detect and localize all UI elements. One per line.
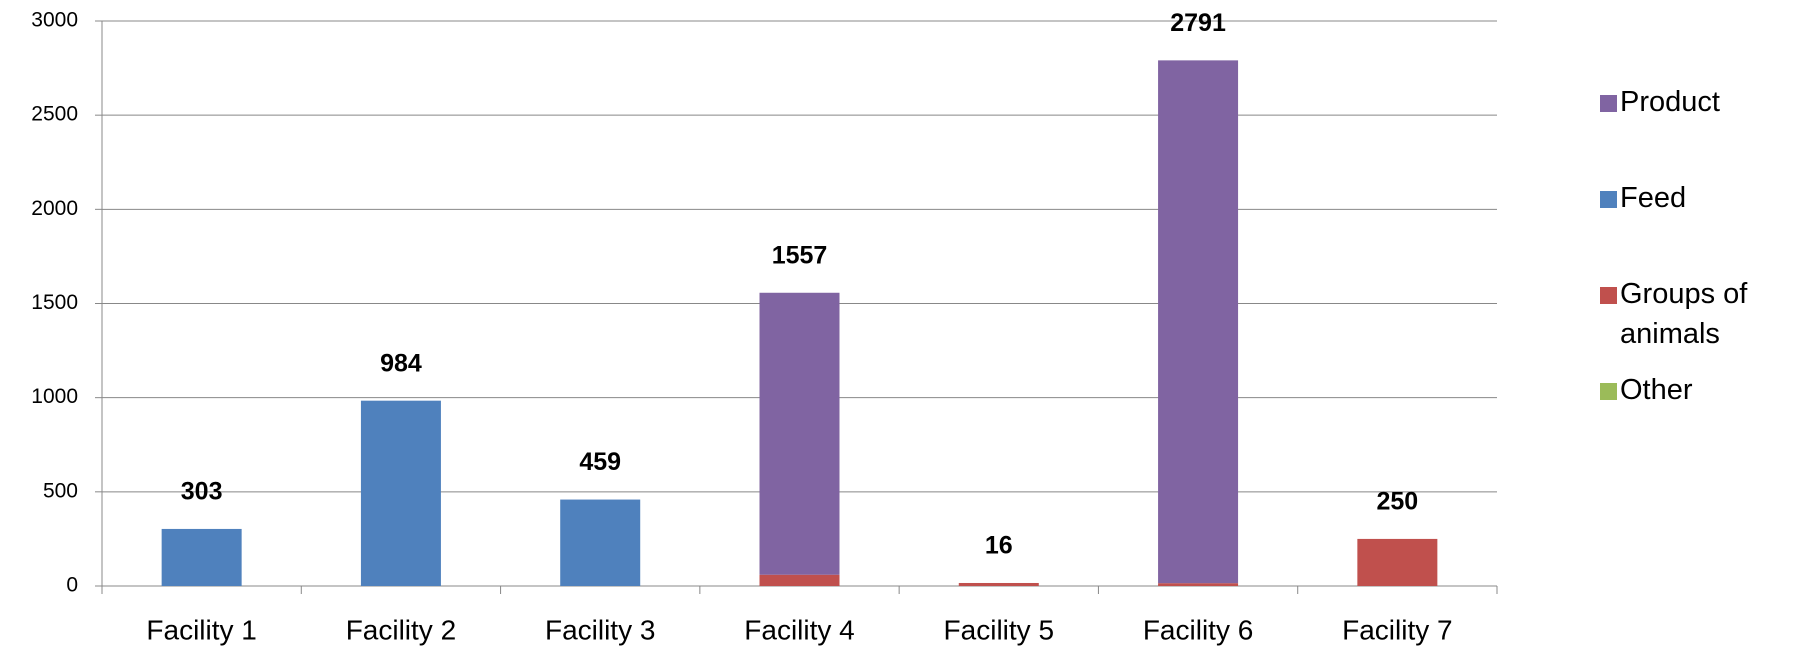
legend: Product Feed Groups of animals Other xyxy=(1600,82,1815,410)
total-label: 2791 xyxy=(1170,9,1226,37)
y-tick-label: 500 xyxy=(43,479,78,502)
legend-swatch xyxy=(1600,95,1617,112)
y-tick-label: 3000 xyxy=(31,9,78,32)
bar-segment xyxy=(759,574,840,586)
total-label: 984 xyxy=(380,349,422,377)
x-tick-label: Facility 5 xyxy=(944,614,1054,645)
legend-label: Feed xyxy=(1620,182,1687,214)
bar-segment xyxy=(560,499,641,586)
total-label: 459 xyxy=(579,448,621,476)
legend-label: Groups of animals xyxy=(1620,278,1748,350)
legend-swatch xyxy=(1600,383,1617,400)
bar-segment xyxy=(759,292,840,575)
bar-segment xyxy=(161,528,242,586)
legend-entry: Feed xyxy=(1600,178,1815,218)
y-tick-label: 2500 xyxy=(31,103,78,126)
y-tick-label: 1000 xyxy=(31,385,78,408)
y-tick-label: 0 xyxy=(66,574,78,597)
y-tick-label: 1500 xyxy=(31,291,78,314)
y-tick-label: 2000 xyxy=(31,197,78,220)
legend-label: Other xyxy=(1620,374,1693,406)
legend-swatch xyxy=(1600,191,1617,208)
bar-segment xyxy=(958,582,1039,586)
x-tick-label: Facility 2 xyxy=(346,614,456,645)
total-label: 1557 xyxy=(772,241,828,269)
bar-segment xyxy=(1158,60,1239,584)
bar-segment xyxy=(1158,583,1239,586)
total-label: 303 xyxy=(181,478,223,506)
x-tick-label: Facility 3 xyxy=(545,614,655,645)
legend-label: Product xyxy=(1620,86,1720,118)
x-tick-label: Facility 1 xyxy=(146,614,256,645)
total-label: 16 xyxy=(985,532,1013,560)
total-label: 250 xyxy=(1376,488,1418,516)
x-tick-label: Facility 6 xyxy=(1143,614,1253,645)
x-tick-label: Facility 7 xyxy=(1342,614,1452,645)
legend-entry: Product xyxy=(1600,82,1815,122)
bar-segment xyxy=(360,400,441,586)
legend-entry: Groups of animals xyxy=(1600,274,1815,354)
bar-segment xyxy=(1357,538,1438,586)
legend-swatch xyxy=(1600,287,1617,304)
legend-entry: Other xyxy=(1600,370,1815,410)
x-tick-label: Facility 4 xyxy=(744,614,854,645)
